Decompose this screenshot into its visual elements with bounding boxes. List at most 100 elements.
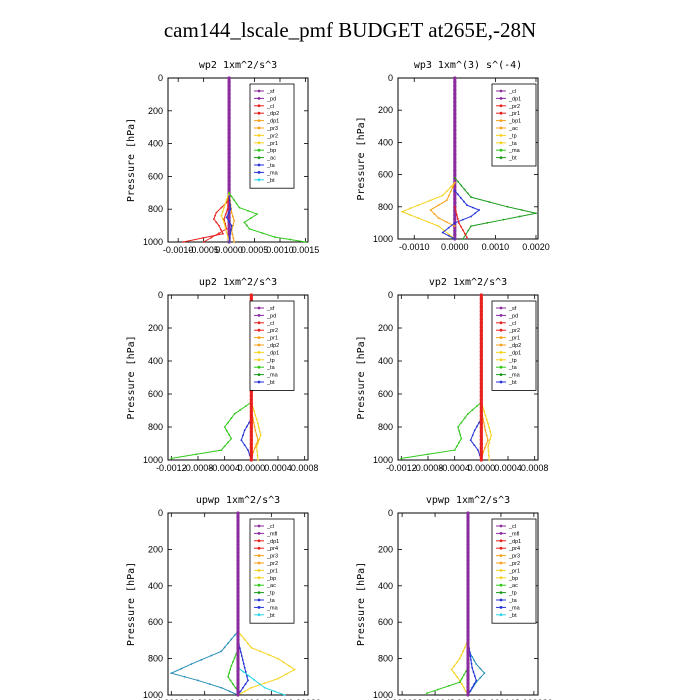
- series-point: [236, 689, 240, 693]
- series-point: [263, 686, 266, 689]
- series-point: [227, 76, 231, 80]
- series-point: [225, 216, 228, 219]
- series-point: [472, 671, 475, 673]
- series-point: [236, 554, 240, 559]
- legend-marker: [257, 532, 261, 535]
- series-point: [221, 218, 224, 220]
- series-point: [457, 426, 459, 428]
- x-tick-label: 0.0020: [522, 242, 550, 252]
- legend-marker: [257, 576, 261, 580]
- series-point: [449, 190, 452, 193]
- series-point: [224, 213, 227, 216]
- series-point: [458, 441, 461, 444]
- series-point: [233, 219, 236, 222]
- series-point: [466, 681, 470, 685]
- series-point: [466, 519, 470, 523]
- series-point: [463, 200, 465, 203]
- legend-marker: [257, 336, 261, 339]
- series-point: [220, 214, 223, 217]
- series-point: [479, 305, 483, 309]
- series-point: [453, 96, 457, 100]
- legend-marker: [257, 148, 261, 152]
- y-axis-label: Pressure [hPa]: [356, 335, 367, 419]
- series-point: [453, 189, 456, 192]
- legend-marker: [499, 365, 503, 369]
- legend-entry: _ac: [266, 583, 276, 589]
- series-point: [463, 646, 466, 649]
- series-point: [453, 229, 457, 233]
- series-point: [453, 197, 457, 201]
- legend-marker: [257, 554, 261, 557]
- series-point: [488, 426, 491, 429]
- series-point: [244, 405, 247, 407]
- series-point: [227, 675, 229, 678]
- legend-entry: _pr2: [266, 133, 278, 139]
- series-point: [225, 429, 228, 432]
- series-point: [479, 325, 483, 329]
- legend-marker: [499, 380, 503, 384]
- series-point: [230, 211, 233, 214]
- x-tick-label: -0.0012: [386, 463, 417, 473]
- series-line-ac: [169, 630, 239, 696]
- series-point: [453, 124, 457, 128]
- series-point: [453, 233, 457, 237]
- x-tick-label: -0.0010: [399, 242, 430, 252]
- series-point: [227, 123, 231, 128]
- series-point: [467, 229, 470, 232]
- series-point: [447, 685, 450, 687]
- series-point: [453, 176, 456, 179]
- series-point: [223, 221, 225, 224]
- series-point: [466, 665, 470, 669]
- series-point: [240, 439, 243, 442]
- series-point: [479, 337, 483, 341]
- legend-entry: _bp: [266, 148, 276, 154]
- series-point: [453, 100, 457, 104]
- series-point: [212, 218, 215, 220]
- series-point: [453, 185, 457, 189]
- y-tick-label: 800: [148, 654, 163, 664]
- legend-marker: [257, 606, 261, 609]
- series-point: [479, 385, 483, 390]
- series-point: [453, 193, 457, 197]
- x-tick-label: -0.0010: [163, 245, 194, 255]
- series-point: [236, 653, 240, 658]
- series-point: [249, 430, 253, 434]
- series-point: [236, 527, 240, 531]
- series-point: [427, 453, 429, 456]
- y-tick-label: 200: [378, 105, 393, 115]
- series-point: [243, 429, 246, 432]
- legend-marker: [257, 358, 261, 362]
- series-point: [170, 672, 173, 675]
- series-point: [227, 104, 231, 108]
- series-point: [479, 450, 483, 454]
- series-point: [520, 209, 523, 211]
- y-tick-label: 800: [378, 654, 393, 664]
- x-tick-label: 0.0000: [238, 463, 266, 473]
- series-point: [236, 566, 240, 570]
- x-tick-label: 0.0008: [291, 463, 319, 473]
- series-point: [236, 578, 240, 582]
- legend-marker: [257, 97, 261, 100]
- legend-box: [249, 83, 295, 189]
- legend-entry: _dp2: [266, 343, 279, 349]
- series-point: [445, 221, 448, 223]
- legend-entry: _pr3: [266, 126, 278, 132]
- series-point: [236, 535, 240, 539]
- series-point: [466, 677, 470, 681]
- series-point: [230, 437, 233, 440]
- legend-entry: _ma: [266, 373, 279, 379]
- series-point: [241, 659, 244, 661]
- legend-entry: _ma: [266, 605, 279, 611]
- series-point: [466, 693, 470, 697]
- legend-entry: _tp: [508, 591, 517, 597]
- series-point: [236, 558, 240, 563]
- series-point: [223, 445, 226, 448]
- series-point: [249, 217, 252, 220]
- series-point: [466, 204, 468, 207]
- legend-marker: [257, 306, 261, 310]
- series-point: [288, 664, 291, 667]
- series-point: [479, 329, 483, 333]
- series-point: [210, 654, 213, 657]
- y-tick-label: 800: [148, 422, 163, 432]
- legend-entry: _pr3: [508, 554, 520, 560]
